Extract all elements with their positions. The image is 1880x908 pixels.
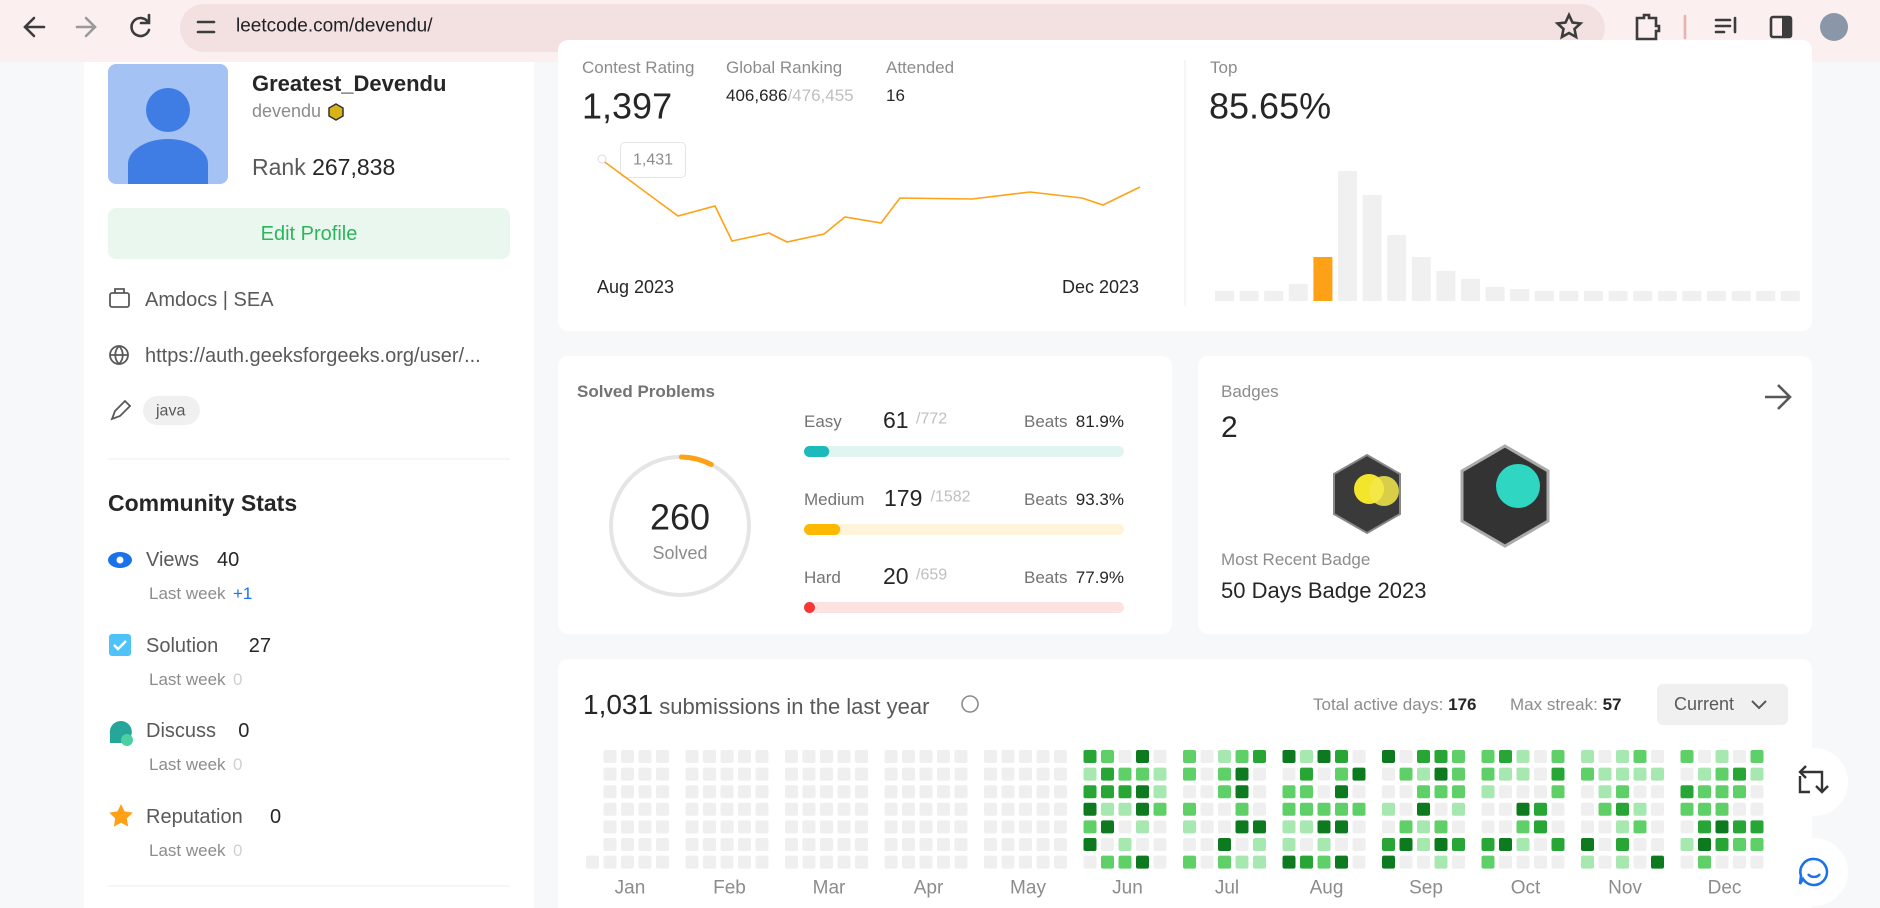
streak-value: 57 bbox=[1602, 694, 1622, 714]
rank-value: 267,838 bbox=[312, 154, 396, 181]
username: devendu bbox=[252, 101, 322, 122]
recent-badge: 50 Days Badge 2023 bbox=[1221, 577, 1427, 603]
solved-count: 20 bbox=[883, 563, 909, 590]
stat-value: 40 bbox=[217, 549, 240, 571]
beats-value: 81.9% bbox=[1075, 411, 1124, 431]
solved-total: 260 bbox=[649, 496, 711, 538]
global-ranking-total: /476,455 bbox=[787, 85, 854, 105]
active-days: Total active days: 176 bbox=[1313, 695, 1477, 715]
badges-count: 2 bbox=[1221, 411, 1238, 444]
last-week-value: 0 bbox=[233, 754, 243, 774]
month-label: Aug bbox=[1309, 877, 1344, 899]
stat-label: Views bbox=[146, 549, 199, 571]
badges-title: Badges bbox=[1221, 381, 1279, 401]
rank-label: Rank bbox=[252, 154, 306, 181]
submissions-label: submissions in the last year bbox=[659, 694, 930, 720]
chart-end: Dec 2023 bbox=[1062, 277, 1140, 298]
attended-label: Attended bbox=[886, 57, 955, 77]
global-ranking: 406,686/476,455 bbox=[726, 86, 854, 106]
month-label: Mar bbox=[812, 877, 846, 899]
dropdown-text[interactable]: Current bbox=[1674, 694, 1735, 715]
difficulty-total: /1582 bbox=[930, 488, 971, 506]
profile-name: Greatest_Devendu bbox=[252, 70, 447, 96]
edit-profile-text[interactable]: Edit Profile bbox=[260, 223, 358, 245]
active-label: Total active days: bbox=[1313, 694, 1444, 714]
month-label: Feb bbox=[713, 877, 746, 899]
stat-label: Discuss bbox=[146, 720, 217, 742]
month-label: Oct bbox=[1510, 877, 1541, 899]
month-label: Jun bbox=[1112, 877, 1143, 899]
beats-value: 77.9% bbox=[1075, 567, 1124, 587]
difficulty-total: /772 bbox=[916, 410, 948, 428]
month-label: Jul bbox=[1214, 877, 1240, 899]
solved-title: Solved Problems bbox=[577, 381, 715, 401]
global-ranking-label: Global Ranking bbox=[726, 57, 843, 77]
stat-value: 0 bbox=[270, 805, 282, 828]
max-streak: Max streak: 57 bbox=[1510, 695, 1622, 715]
chart-start: Aug 2023 bbox=[597, 277, 675, 298]
website[interactable]: https://auth.geeksforgeeks.org/user/... bbox=[145, 345, 481, 367]
difficulty-label: Medium bbox=[804, 489, 865, 509]
profile-card bbox=[84, 62, 534, 908]
beats-value: 93.3% bbox=[1075, 489, 1124, 509]
community-title: Community Stats bbox=[108, 490, 298, 517]
month-label: Apr bbox=[913, 877, 944, 899]
last-week-label: Last week bbox=[149, 583, 226, 603]
difficulty-total: /659 bbox=[916, 566, 948, 584]
streak-label: Max streak: bbox=[1510, 694, 1598, 714]
stat-value: 0 bbox=[238, 720, 250, 742]
rank: Rank 267,838 bbox=[252, 154, 395, 182]
global-ranking-value: 406,686 bbox=[726, 85, 788, 105]
skill-tag[interactable] bbox=[143, 396, 200, 425]
url[interactable]: leetcode.com/devendu/ bbox=[236, 15, 433, 37]
stat-label: Reputation bbox=[146, 805, 243, 828]
month-label: Sep bbox=[1409, 877, 1443, 899]
contest-rating: 1,397 bbox=[582, 85, 673, 127]
difficulty-label: Hard bbox=[804, 567, 841, 587]
month-label: Dec bbox=[1707, 877, 1742, 899]
skill[interactable]: java bbox=[156, 402, 186, 420]
beats-label: Beats bbox=[1024, 489, 1068, 509]
company: Amdocs | SEA bbox=[145, 289, 274, 311]
last-week-label: Last week bbox=[149, 669, 226, 689]
last-week-value: 0 bbox=[233, 840, 243, 860]
attended: 16 bbox=[886, 85, 905, 105]
recent-badge-label: Most Recent Badge bbox=[1221, 549, 1371, 569]
submissions-heading: 1,031 submissions in the last year bbox=[583, 688, 929, 722]
last-week-value: +1 bbox=[233, 583, 253, 603]
month-label: May bbox=[1010, 877, 1046, 899]
difficulty-label: Easy bbox=[804, 411, 842, 431]
solved-total-label: Solved bbox=[652, 543, 708, 564]
beats-label: Beats bbox=[1024, 567, 1068, 587]
last-week-label: Last week bbox=[149, 754, 226, 774]
month-label: Jan bbox=[614, 877, 646, 899]
last-week-label: Last week bbox=[149, 840, 226, 860]
stat-label: Solution bbox=[146, 634, 219, 657]
month-label: Nov bbox=[1608, 877, 1642, 899]
stat-value: 27 bbox=[248, 634, 272, 657]
submissions-count: 1,031 bbox=[583, 689, 654, 721]
edit-profile-button[interactable] bbox=[108, 208, 510, 259]
top-label: Top bbox=[1210, 57, 1238, 77]
solved-count: 61 bbox=[883, 407, 909, 434]
solved-count: 179 bbox=[884, 485, 923, 512]
contest-rating-label: Contest Rating bbox=[582, 57, 695, 77]
beats-label: Beats bbox=[1024, 411, 1068, 431]
contest-card bbox=[558, 40, 1812, 331]
last-week-value: 0 bbox=[233, 669, 243, 689]
active-value: 176 bbox=[1448, 694, 1477, 714]
tooltip-value: 1,431 bbox=[633, 151, 674, 169]
top-value: 85.65% bbox=[1209, 85, 1332, 127]
